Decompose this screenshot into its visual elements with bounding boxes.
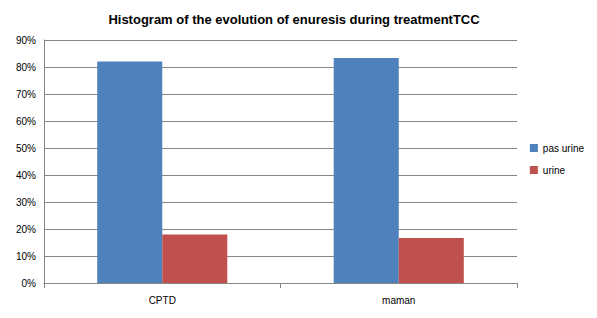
svg-text:10%: 10% (16, 251, 36, 262)
svg-text:40%: 40% (16, 170, 36, 181)
svg-text:0%: 0% (22, 278, 37, 289)
svg-text:80%: 80% (16, 62, 36, 73)
svg-text:CPTD: CPTD (149, 295, 176, 306)
svg-text:50%: 50% (16, 143, 36, 154)
svg-text:60%: 60% (16, 116, 36, 127)
svg-text:90%: 90% (16, 35, 36, 46)
svg-text:maman: maman (382, 295, 415, 306)
svg-text:70%: 70% (16, 89, 36, 100)
svg-text:pas urine: pas urine (543, 143, 585, 154)
svg-text:30%: 30% (16, 197, 36, 208)
svg-text:Histogram of the evolution of: Histogram of the evolution of enuresis d… (108, 12, 480, 27)
svg-text:urine: urine (543, 165, 566, 176)
svg-text:20%: 20% (16, 224, 36, 235)
